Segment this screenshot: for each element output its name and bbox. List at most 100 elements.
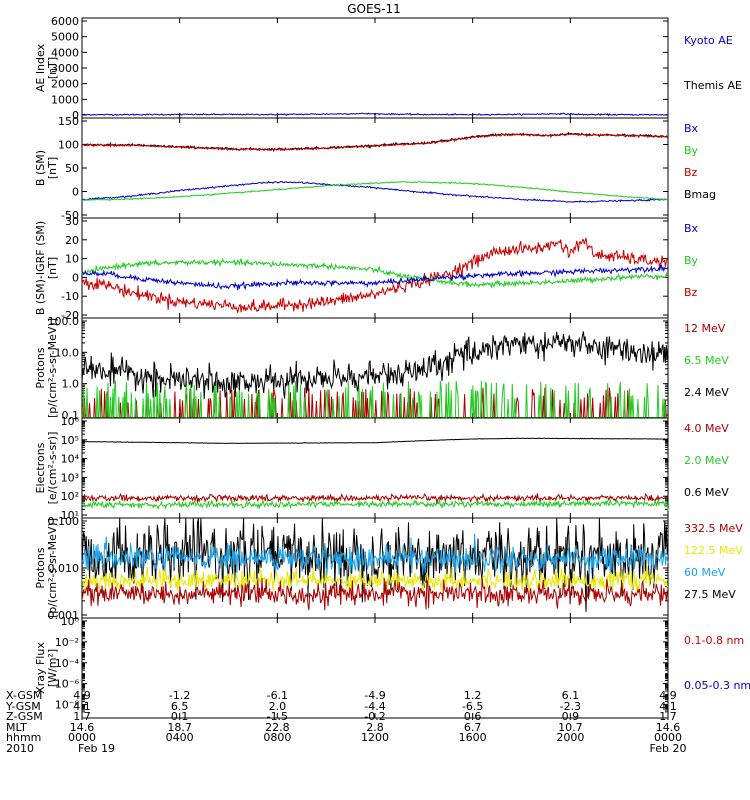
ephemeris-value: -1.5 bbox=[267, 710, 288, 723]
ephemeris-value: Feb 19 bbox=[78, 742, 115, 755]
legend-entry: 2.4 MeV bbox=[684, 386, 729, 399]
ephemeris-value: 6.5 bbox=[171, 700, 189, 713]
legend-entry: 0.05-0.3 nm bbox=[684, 679, 750, 692]
legend-entry: Bx bbox=[684, 222, 699, 235]
ephemeris-value: 0000 bbox=[654, 731, 682, 744]
y-tick-label: 10⁴ bbox=[61, 453, 80, 466]
y-tick-label: 0.001 bbox=[48, 609, 80, 622]
panel-xray: 10⁰ 10⁻² 10⁻⁴ 10⁻⁶ 10⁻⁸ Xray Flux [W/m²] 0.1-0.… bbox=[34, 615, 750, 719]
ephemeris-value: -6.5 bbox=[462, 700, 483, 713]
y-tick-label: 10⁻⁸ bbox=[55, 699, 80, 712]
y-tick-label: 0 bbox=[72, 186, 79, 199]
series-kyoto-ae bbox=[81, 112, 669, 117]
y-tick-label: -10 bbox=[61, 290, 79, 303]
panel-electrons: 10¹ 10² 10³ 10⁴ 10⁵ 10⁶ Electrons [e/(cm²-s-sr)… bbox=[34, 415, 729, 522]
ephemeris-value: 10.7 bbox=[558, 721, 583, 734]
series-bmag bbox=[81, 131, 669, 153]
ephemeris-value: -6.1 bbox=[267, 689, 288, 702]
legend-entry: Bmag bbox=[684, 188, 716, 201]
ephemeris-value: -2.3 bbox=[560, 700, 581, 713]
y-tick-label: 5000 bbox=[51, 31, 79, 44]
ephemeris-value: 2.8 bbox=[366, 721, 384, 734]
ephemeris-value: Feb 20 bbox=[650, 742, 687, 755]
ephemeris-value: 1.7 bbox=[73, 710, 91, 723]
legend-entry: 4.0 MeV bbox=[684, 422, 729, 435]
y-axis-label: AE Index bbox=[34, 43, 47, 92]
legend-entry: Kyoto AE bbox=[684, 34, 733, 47]
legend-entry: 0.6 MeV bbox=[684, 486, 729, 499]
ephemeris-value: 0.1 bbox=[171, 710, 189, 723]
ephemeris-value: 1.2 bbox=[464, 689, 482, 702]
y-tick-label: 10⁻⁴ bbox=[55, 657, 80, 670]
y-axis-label: Protons bbox=[34, 547, 47, 588]
y-axis-label: [p/(cm²-s-sr-MeV)] bbox=[46, 318, 59, 418]
chart-title: GOES-11 bbox=[347, 2, 401, 16]
series-0-6-mev bbox=[81, 437, 669, 445]
series-4-0-mev bbox=[81, 492, 669, 505]
y-axis-label: [e/(cm²-s-sr)] bbox=[46, 432, 59, 505]
ephemeris-value: 6.1 bbox=[562, 689, 580, 702]
y-tick-label: 0 bbox=[72, 109, 79, 122]
ephemeris-value: 0.9 bbox=[562, 710, 580, 723]
y-tick-label: 20 bbox=[65, 234, 79, 247]
panel-protons: 0.1 1.0 10.0 100.0 Protons [p/(cm²-s-sr-MeV)]… bbox=[34, 315, 729, 422]
panel-frame bbox=[81, 17, 669, 119]
legend-entry: Themis AE bbox=[683, 79, 742, 92]
y-tick-label: 10⁻⁶ bbox=[55, 678, 80, 691]
ephemeris-value: 18.7 bbox=[167, 721, 192, 734]
y-tick-label: 1.0 bbox=[62, 378, 80, 391]
ephemeris-value: 1200 bbox=[361, 731, 389, 744]
ephemeris-value: 0000 bbox=[68, 731, 96, 744]
panel-ae: 0 1000 2000 3000 4000 5000 6000 AE Index [nT] Kyo… bbox=[34, 15, 742, 122]
y-tick-label: 3000 bbox=[51, 62, 79, 75]
series-by bbox=[81, 181, 669, 201]
y-tick-label: 1000 bbox=[51, 93, 79, 106]
y-tick-label: 100 bbox=[58, 139, 79, 152]
ephemeris-value: 4.9 bbox=[73, 689, 91, 702]
legend-entry: Bx bbox=[684, 122, 699, 135]
y-tick-label: -20 bbox=[61, 309, 79, 322]
y-tick-label: 10⁵ bbox=[61, 434, 79, 447]
y-tick-label: 10.0 bbox=[55, 346, 80, 359]
legend-entry: 6.5 MeV bbox=[684, 354, 729, 367]
ephemeris-value: 14.6 bbox=[70, 721, 95, 734]
y-tick-label: 2000 bbox=[51, 78, 79, 91]
legend-entry: 27.5 MeV bbox=[684, 588, 736, 601]
y-axis-label: Xray Flux bbox=[34, 642, 47, 694]
y-tick-label: 10⁰ bbox=[61, 615, 80, 628]
y-tick-label: 10³ bbox=[61, 471, 79, 484]
legend-entry: 0.1-0.8 nm bbox=[684, 634, 744, 647]
legend-entry: By bbox=[684, 254, 699, 267]
series-by bbox=[81, 257, 669, 289]
y-axis-label: [nT] bbox=[46, 257, 59, 279]
y-axis-label: [nT] bbox=[46, 57, 59, 79]
ephemeris-row-label: MLT bbox=[6, 721, 27, 734]
legend-entry: 12 MeV bbox=[684, 322, 726, 335]
legend-entry: 122.5 MeV bbox=[684, 544, 743, 557]
y-tick-label: 0.100 bbox=[48, 515, 80, 528]
y-axis-label: B (SM)-IGRF (SM) bbox=[34, 221, 47, 315]
ephemeris-row-label: X-GSM bbox=[6, 689, 42, 702]
y-axis-label: B (SM) bbox=[34, 150, 47, 186]
y-axis-label: [p/(cm²-s-sr-MeV)] bbox=[46, 518, 59, 618]
y-tick-label: 10 bbox=[65, 253, 79, 266]
ephemeris-value: 4.1 bbox=[659, 700, 677, 713]
series-bz bbox=[81, 237, 668, 313]
ephemeris-value: 4.9 bbox=[659, 689, 677, 702]
y-tick-label: 10¹ bbox=[61, 509, 79, 522]
legend-entry: 2.0 MeV bbox=[684, 454, 729, 467]
ephemeris-value: 0800 bbox=[263, 731, 291, 744]
y-tick-label: 0.1 bbox=[62, 409, 80, 422]
ephemeris-row-label: Y-GSM bbox=[5, 700, 41, 713]
y-tick-label: 10² bbox=[61, 490, 79, 503]
ephemeris-value: -4.9 bbox=[364, 689, 385, 702]
ephemeris-value: -4.4 bbox=[364, 700, 385, 713]
series-bx bbox=[81, 180, 668, 203]
ephemeris-row-label: hhmm bbox=[6, 731, 41, 744]
series-bz bbox=[82, 133, 669, 152]
ephemeris-value: 2000 bbox=[556, 731, 584, 744]
panel-protons_hi: 0.001 0.010 0.100 Protons [p/(cm²-s-sr-MeV)]… bbox=[34, 515, 743, 622]
series-2-4-mev bbox=[81, 331, 669, 400]
ephemeris-value: 1.7 bbox=[659, 710, 677, 723]
ephemeris-value: 6.7 bbox=[464, 721, 482, 734]
